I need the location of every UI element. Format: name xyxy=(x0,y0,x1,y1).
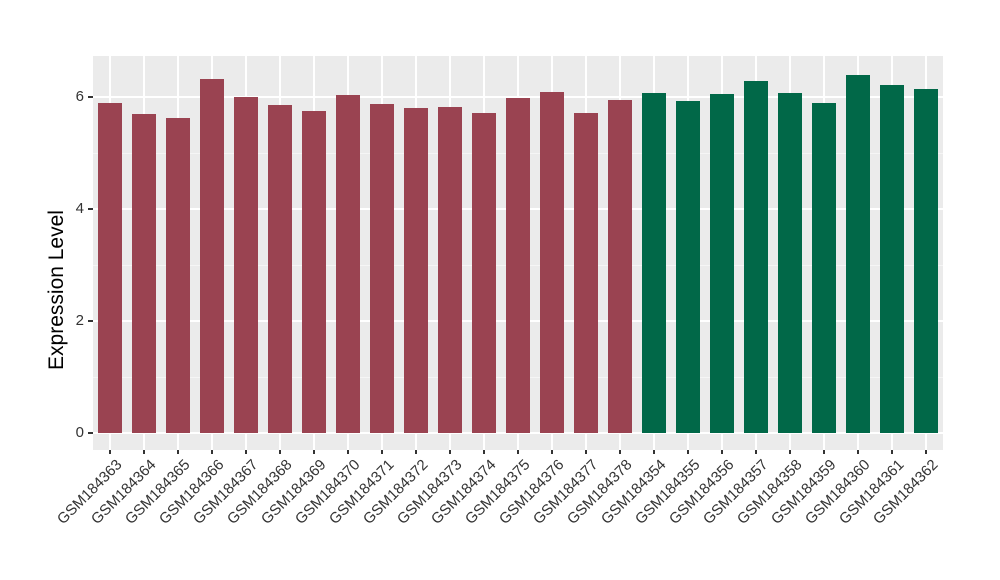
bar-GSM184354 xyxy=(642,93,666,433)
x-axis-tick xyxy=(109,450,111,454)
bar-GSM184358 xyxy=(778,92,802,433)
bar-GSM184372 xyxy=(404,108,428,433)
y-axis-tick-label: 4 xyxy=(75,200,84,217)
bar-GSM184360 xyxy=(846,74,870,433)
bar-GSM184367 xyxy=(234,97,258,433)
bar-GSM184366 xyxy=(200,79,224,433)
x-axis-tick xyxy=(143,450,145,454)
y-axis-tick-label: 0 xyxy=(75,424,84,441)
bar-GSM184368 xyxy=(268,104,292,433)
bar-GSM184355 xyxy=(676,100,700,433)
x-axis-tick xyxy=(789,450,791,454)
bar-GSM184362 xyxy=(914,88,938,433)
x-axis-tick xyxy=(517,450,519,454)
bar-GSM184373 xyxy=(438,106,462,433)
x-axis-tick xyxy=(585,450,587,454)
x-axis-tick xyxy=(891,450,893,454)
bar-GSM184357 xyxy=(744,81,768,433)
bar-GSM184363 xyxy=(98,102,122,433)
bar-GSM184376 xyxy=(540,91,564,433)
bar-GSM184377 xyxy=(574,112,598,433)
x-axis-tick xyxy=(415,450,417,454)
x-axis-tick xyxy=(245,450,247,454)
x-axis-tick xyxy=(279,450,281,454)
bar-GSM184375 xyxy=(506,98,530,433)
y-axis-title: Expression Level xyxy=(45,210,68,370)
y-axis-tick xyxy=(88,96,93,98)
x-axis-tick xyxy=(381,450,383,454)
x-axis-tick xyxy=(551,450,553,454)
bar-GSM184365 xyxy=(166,117,190,433)
plot-panel xyxy=(93,56,943,450)
x-axis-tick xyxy=(177,450,179,454)
bar-GSM184378 xyxy=(608,99,632,433)
x-axis-tick xyxy=(347,450,349,454)
x-axis-tick xyxy=(211,450,213,454)
x-axis-tick xyxy=(449,450,451,454)
x-axis-tick xyxy=(313,450,315,454)
bar-GSM184361 xyxy=(880,84,904,433)
x-axis-tick xyxy=(687,450,689,454)
bar-GSM184369 xyxy=(302,111,326,433)
x-axis-tick xyxy=(823,450,825,454)
x-axis-tick xyxy=(925,450,927,454)
x-axis-tick xyxy=(653,450,655,454)
bar-GSM184364 xyxy=(132,113,156,433)
bar-GSM184370 xyxy=(336,94,360,433)
x-axis-tick xyxy=(721,450,723,454)
y-axis-tick xyxy=(88,432,93,434)
y-axis-tick-label: 6 xyxy=(75,88,84,105)
y-axis-tick xyxy=(88,208,93,210)
bar-GSM184359 xyxy=(812,102,836,433)
bar-GSM184356 xyxy=(710,94,734,433)
y-axis-tick xyxy=(88,320,93,322)
bar-GSM184371 xyxy=(370,103,394,433)
x-axis-tick xyxy=(619,450,621,454)
x-axis-tick xyxy=(755,450,757,454)
y-axis-tick-label: 2 xyxy=(75,312,84,329)
bar-GSM184374 xyxy=(472,113,496,433)
x-axis-tick xyxy=(483,450,485,454)
x-axis-tick xyxy=(857,450,859,454)
